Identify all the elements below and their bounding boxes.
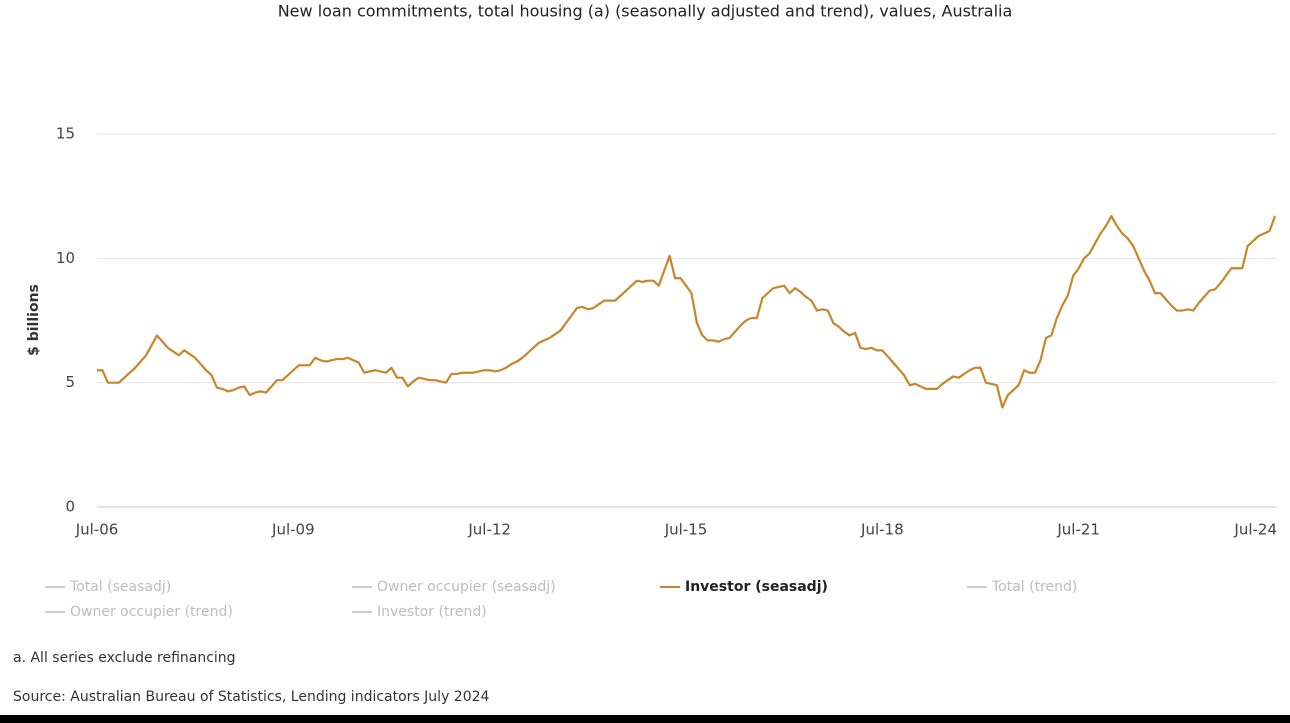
x-tick-label: Jul-18 <box>860 521 904 539</box>
legend-label[interactable]: Investor (seasadj) <box>685 579 828 595</box>
legend-label[interactable]: Owner occupier (seasadj) <box>377 579 556 595</box>
source: Source: Australian Bureau of Statistics,… <box>13 689 490 705</box>
x-tick-label: Jul-06 <box>75 521 119 539</box>
y-tick-label: 5 <box>65 373 75 391</box>
y-tick-label: 10 <box>56 249 75 267</box>
chart-title: New loan commitments, total housing (a) … <box>278 2 1013 21</box>
x-tick-label: Jul-24 <box>1233 521 1277 539</box>
y-axis-label: $ billions <box>26 284 42 356</box>
footnote: a. All series exclude refinancing <box>13 650 236 666</box>
legend-label[interactable]: Investor (trend) <box>377 604 487 620</box>
x-tick-label: Jul-21 <box>1056 521 1100 539</box>
x-tick-label: Jul-09 <box>271 521 315 539</box>
series-line <box>97 214 1277 409</box>
bottom-border <box>0 715 1290 723</box>
y-tick-label: 15 <box>56 125 75 143</box>
y-tick-label: 0 <box>65 498 75 516</box>
legend-label[interactable]: Total (seasadj) <box>69 579 171 595</box>
x-tick-label: Jul-12 <box>467 521 511 539</box>
legend-label[interactable]: Owner occupier (trend) <box>70 604 233 620</box>
x-tick-label: Jul-15 <box>664 521 708 539</box>
legend-label[interactable]: Total (trend) <box>991 579 1077 595</box>
